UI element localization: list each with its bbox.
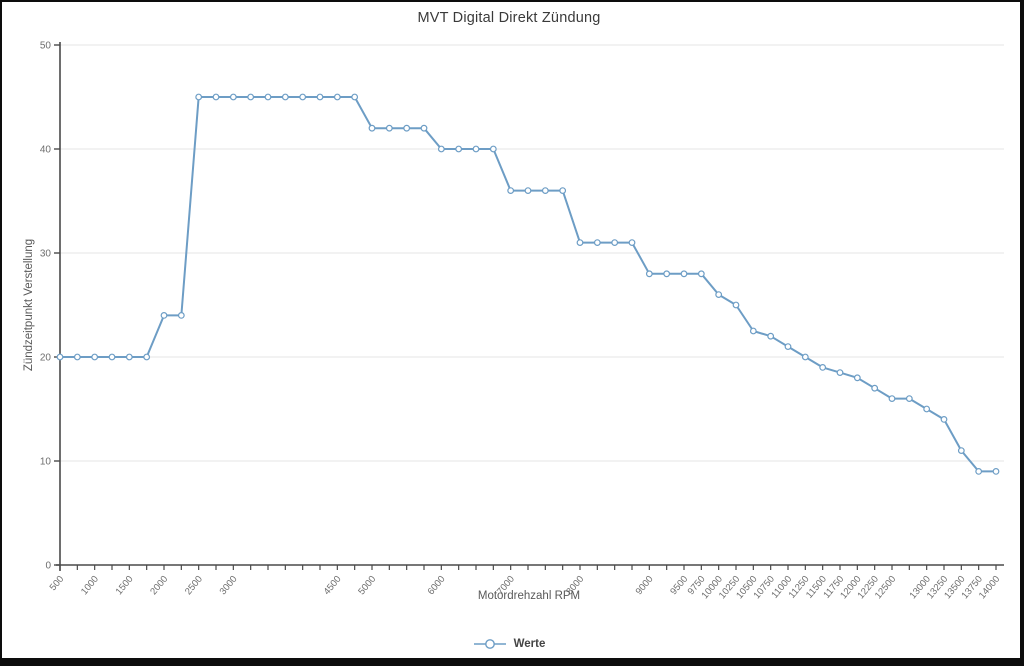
data-point[interactable] — [368, 124, 376, 132]
legend-item-werte: Werte — [513, 638, 546, 650]
data-point[interactable] — [801, 353, 809, 361]
data-point[interactable] — [957, 447, 965, 455]
data-point[interactable] — [316, 93, 324, 101]
data-point[interactable] — [299, 93, 307, 101]
data-point[interactable] — [767, 332, 775, 340]
legend-marker-icon — [473, 639, 506, 649]
data-point[interactable] — [437, 145, 445, 153]
y-tick-label: 50 — [40, 41, 52, 52]
chart-legend[interactable]: Werte — [2, 638, 1016, 650]
data-point[interactable] — [247, 93, 255, 101]
data-point[interactable] — [333, 93, 341, 101]
data-point[interactable] — [645, 270, 653, 278]
data-point[interactable] — [593, 239, 601, 247]
data-point[interactable] — [212, 93, 220, 101]
data-point[interactable] — [507, 187, 515, 195]
data-point[interactable] — [749, 327, 757, 335]
data-point[interactable] — [732, 301, 740, 309]
data-point[interactable] — [143, 353, 151, 361]
data-point[interactable] — [836, 369, 844, 377]
y-tick-label: 10 — [40, 457, 52, 468]
data-point[interactable] — [680, 270, 688, 278]
y-axis-title: Zündzeitpunkt Verstellung — [23, 238, 35, 372]
data-point[interactable] — [992, 468, 1000, 475]
data-point[interactable] — [56, 353, 64, 361]
chart-title: MVT Digital Direkt Zündung — [417, 10, 601, 26]
data-point[interactable] — [697, 270, 705, 278]
data-point[interactable] — [177, 312, 185, 319]
data-point[interactable] — [940, 416, 948, 423]
data-point[interactable] — [628, 239, 636, 247]
data-point[interactable] — [91, 353, 99, 361]
data-point[interactable] — [264, 93, 272, 101]
y-tick-label: 30 — [40, 249, 52, 260]
data-point[interactable] — [229, 93, 237, 101]
data-point[interactable] — [125, 353, 133, 361]
data-point[interactable] — [541, 187, 549, 195]
data-point[interactable] — [819, 364, 827, 371]
data-point[interactable] — [784, 343, 792, 351]
data-point[interactable] — [385, 124, 393, 132]
y-tick-label: 0 — [45, 561, 51, 572]
data-point[interactable] — [611, 239, 619, 247]
data-point[interactable] — [195, 93, 203, 101]
data-point[interactable] — [281, 93, 289, 101]
data-point[interactable] — [351, 93, 359, 101]
data-point[interactable] — [73, 353, 81, 361]
data-point[interactable] — [853, 374, 861, 382]
data-point[interactable] — [403, 124, 411, 132]
data-point[interactable] — [663, 270, 671, 278]
y-tick-label: 20 — [40, 353, 52, 364]
data-point[interactable] — [975, 468, 983, 475]
y-tick-label: 40 — [40, 145, 52, 156]
data-point[interactable] — [715, 291, 723, 299]
werte-line — [60, 96, 996, 473]
data-point[interactable] — [559, 187, 567, 195]
data-point[interactable] — [489, 145, 497, 153]
data-point[interactable] — [524, 187, 532, 195]
data-point[interactable] — [888, 395, 896, 403]
data-point[interactable] — [455, 145, 463, 153]
data-point[interactable] — [420, 124, 428, 132]
data-point[interactable] — [108, 353, 116, 361]
data-point[interactable] — [576, 239, 584, 247]
data-point[interactable] — [472, 145, 480, 153]
data-point[interactable] — [905, 395, 913, 403]
data-point[interactable] — [871, 384, 879, 392]
data-point[interactable] — [160, 312, 168, 319]
data-point[interactable] — [923, 405, 931, 413]
x-axis-title: Motordrehzahl RPM — [477, 590, 581, 602]
